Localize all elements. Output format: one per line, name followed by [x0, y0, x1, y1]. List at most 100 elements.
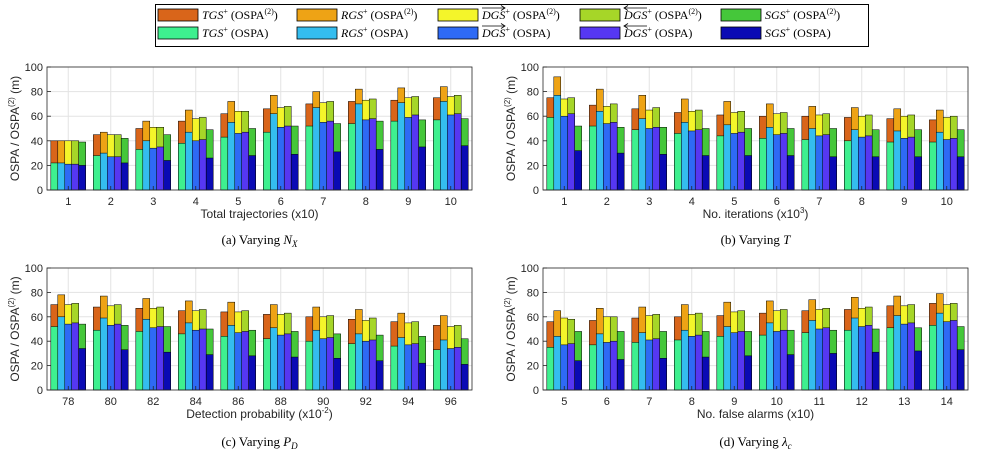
- bar-ospa-rgs: [142, 140, 151, 191]
- bar-ospa-dgsb: [156, 326, 164, 391]
- bar-ospa-dgsb: [694, 129, 703, 191]
- x-tick-label: 78: [62, 396, 74, 408]
- bar-ospa-sgs: [574, 360, 582, 391]
- x-axis-label-sup: -2: [322, 406, 330, 415]
- y-tick-label: 0: [37, 385, 43, 397]
- legend-name: DGS: [623, 26, 647, 40]
- bar-ospa-tgs: [716, 135, 725, 191]
- legend-plus: +: [363, 7, 368, 16]
- bar-ospa-sgs: [460, 145, 469, 191]
- bar-ospa-tgs: [390, 345, 399, 391]
- legend-name: SGS: [765, 8, 786, 22]
- x-axis-label-main: Detection probability (x10: [186, 407, 322, 421]
- bar-ospa-rgs: [936, 131, 944, 191]
- y-tick-label: 20: [31, 361, 43, 373]
- y-tick-label: 80: [31, 287, 43, 299]
- bar-ospa-dgsb: [326, 337, 334, 391]
- y-tick-label: 80: [31, 87, 43, 99]
- bar-ospa-dgsb: [198, 328, 207, 391]
- bar-ospa-tgs: [589, 344, 597, 391]
- bar-ospa-dgsf: [603, 123, 611, 191]
- y-axis-label-main: OSPA / OSPA: [504, 307, 518, 381]
- bar-ospa-rgs: [440, 101, 448, 191]
- y-tick-label: 40: [527, 336, 539, 348]
- bar-ospa-tgs: [929, 141, 937, 191]
- bar-ospa-rgs: [355, 103, 363, 191]
- x-tick-label: 9: [901, 196, 907, 208]
- legend-plus: +: [363, 25, 368, 34]
- bar-ospa-dgsf: [319, 338, 327, 391]
- y-tick-label: 60: [31, 312, 43, 324]
- x-tick-label: 2: [108, 196, 114, 208]
- x-tick-label: 10: [941, 196, 953, 208]
- x-tick-label: 4: [689, 196, 695, 208]
- bar-ospa-tgs: [50, 326, 59, 391]
- legend-item: SGS+ (OSPA): [720, 25, 831, 40]
- x-tick-label: 10: [771, 396, 783, 408]
- bar-ospa-tgs: [589, 125, 597, 191]
- bar-ospa-sgs: [78, 165, 86, 191]
- legend-label: DGS+ (OSPA(2)): [481, 7, 560, 22]
- bar-ospa-tgs: [390, 120, 399, 191]
- bar-ospa-sgs: [290, 154, 299, 191]
- bar-ospa-dgsb: [737, 331, 745, 391]
- legend-plus: +: [647, 7, 652, 16]
- legend: TGS+ (OSPA(2)) RGS+ (OSPA(2)) DGS+ (OSPA(2…: [155, 4, 869, 47]
- legend-name: RGS: [340, 8, 363, 22]
- x-axis-label: No. false alarms (x10): [697, 407, 814, 421]
- bar-ospa-rgs: [596, 333, 604, 391]
- bar-ospa-tgs: [93, 329, 101, 391]
- y-tick-label: 100: [25, 263, 43, 275]
- bar-ospa-sgs: [914, 156, 922, 191]
- legend-swatch: [579, 26, 621, 40]
- y-axis-label-unit: (m): [504, 76, 518, 97]
- bar-ospa-rgs: [185, 131, 193, 191]
- bar-ospa-rgs: [808, 128, 817, 191]
- bar-ospa-dgsf: [943, 139, 951, 191]
- bar-ospa-tgs: [135, 331, 144, 391]
- legend-name: DGS: [481, 8, 505, 22]
- legend-swatch: [157, 8, 199, 22]
- legend-label: SGS+ (OSPA): [765, 25, 831, 40]
- bar-ospa-dgsb: [198, 139, 207, 191]
- legend-metric: (OSPA: [790, 8, 827, 22]
- bar-ospa-dgsf: [560, 344, 568, 391]
- caption: (a) Varying NX: [221, 232, 298, 249]
- bar-ospa-rgs: [553, 95, 562, 191]
- bar-ospa-dgsf: [64, 323, 72, 391]
- bar-ospa-dgsb: [907, 136, 915, 191]
- x-tick-label: 3: [646, 196, 652, 208]
- bar-ospa-tgs: [674, 133, 682, 191]
- bar-ospa-dgsb: [822, 327, 830, 391]
- bar-ospa-sgs: [829, 353, 837, 391]
- bar-ospa-rgs: [57, 316, 66, 391]
- x-tick-label: 6: [604, 396, 610, 408]
- caption-symbol: N: [282, 232, 293, 247]
- x-tick-label: 1: [65, 196, 71, 208]
- legend-plus: +: [223, 25, 228, 34]
- caption-text: (c) Varying: [221, 434, 283, 449]
- y-tick-label: 80: [527, 87, 539, 99]
- bar-ospa-dgsf: [815, 328, 823, 391]
- legend-close: ): [836, 8, 840, 22]
- bar-ospa-dgsb: [779, 133, 788, 191]
- bar-ospa-rgs: [312, 329, 321, 391]
- x-tick-label: 6: [278, 196, 284, 208]
- bar-ospa-dgsf: [192, 140, 200, 191]
- bar-ospa-sgs: [78, 348, 86, 391]
- chart-panel: 0 20 40 60 80 100 1 2 3 4 5 6 7 8 9 10 OSPA / OSPA(2) (m…: [503, 62, 969, 247]
- x-tick-label: 7: [320, 196, 326, 208]
- x-tick-label: 4: [193, 196, 199, 208]
- bar-ospa-sgs: [616, 359, 625, 391]
- bar-ospa-rgs: [723, 326, 732, 391]
- bar-ospa-dgsf: [730, 133, 738, 191]
- y-tick-label: 80: [527, 287, 539, 299]
- bar-ospa-dgsb: [453, 347, 462, 391]
- legend-arrowhead: [500, 23, 506, 29]
- bar-ospa-rgs: [638, 332, 647, 391]
- bar-ospa-dgsf: [404, 344, 412, 391]
- legend-swatch: [579, 8, 621, 22]
- legend-swatch: [157, 26, 199, 40]
- x-tick-label: 13: [898, 396, 910, 408]
- bar-ospa-tgs: [844, 329, 852, 391]
